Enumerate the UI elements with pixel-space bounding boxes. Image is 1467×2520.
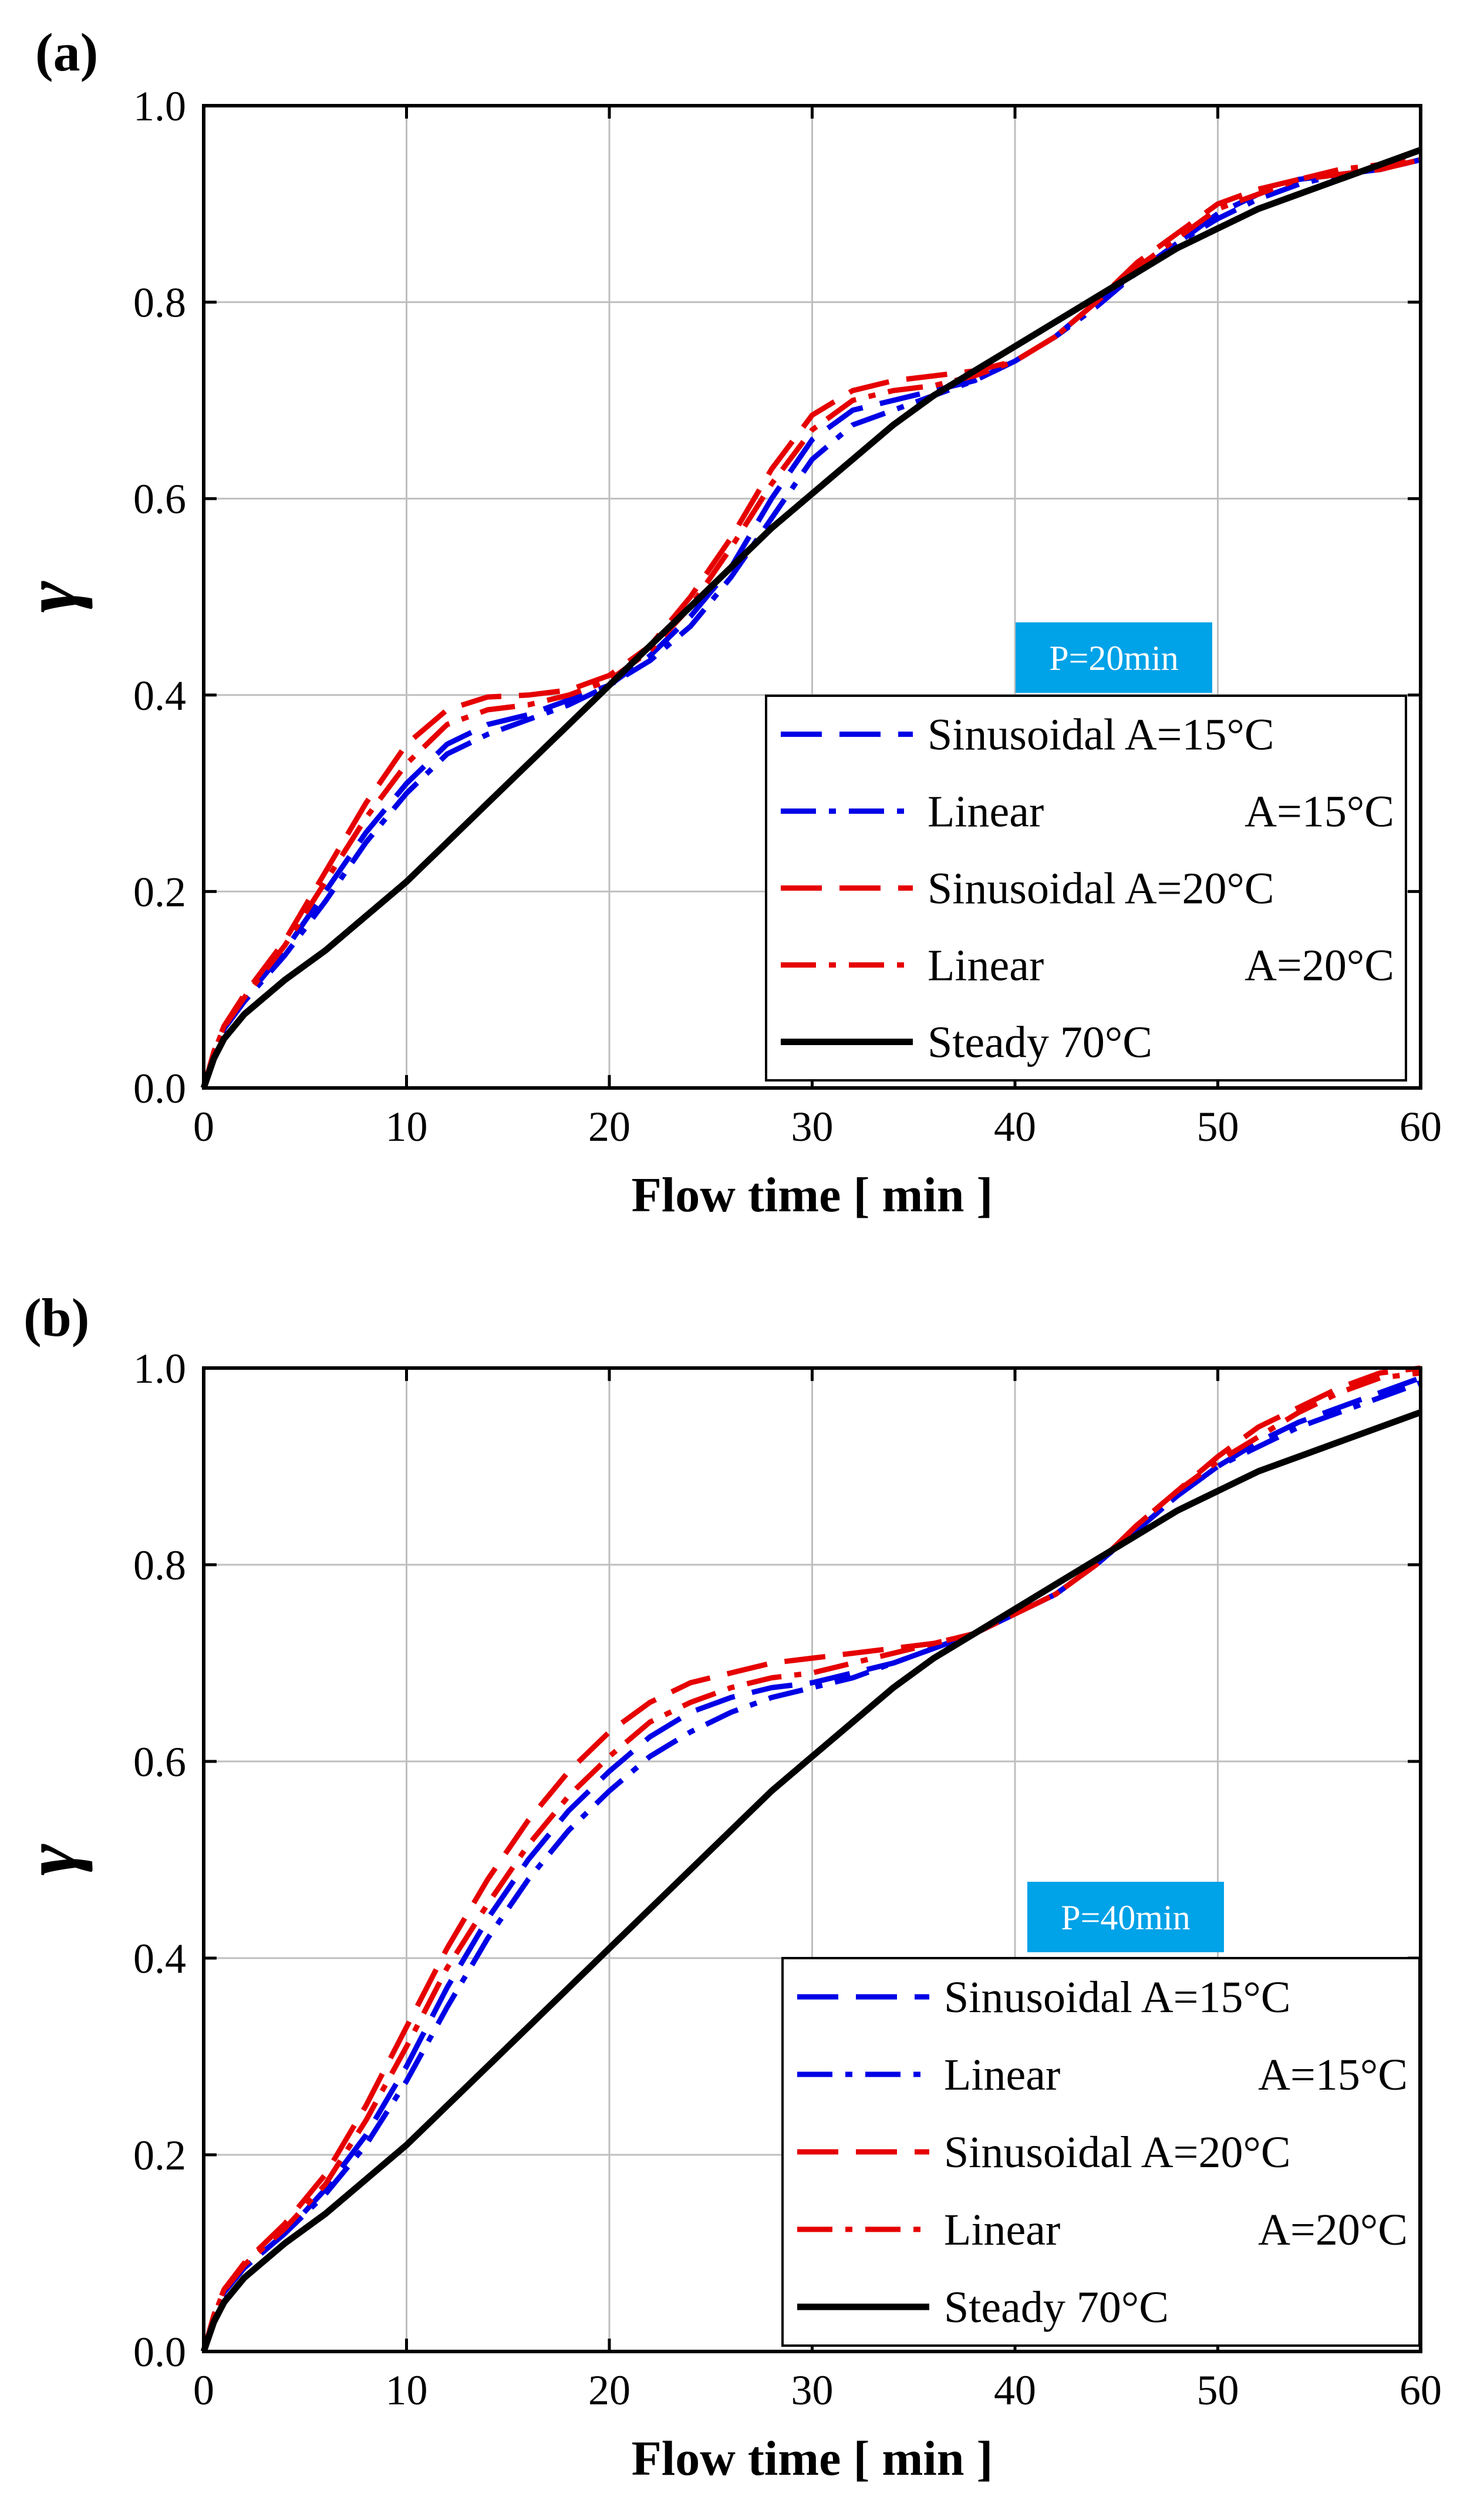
x-tick-label: 40 bbox=[994, 2367, 1036, 2414]
y-tick-label: 0.8 bbox=[133, 279, 186, 326]
period-badge-text: P=40min bbox=[1061, 1898, 1191, 1937]
y-tick-label: 0.4 bbox=[133, 672, 186, 719]
legend: Sinusoidal A=15°C Linear A=15°C Sinusoidal … bbox=[781, 1957, 1421, 2347]
legend-suffix-1: A=15°C bbox=[1245, 787, 1394, 837]
x-tick-label: 20 bbox=[588, 1103, 630, 1150]
series-line-1 bbox=[201, 1380, 1422, 2353]
axis-ticks: 0 10 20 30 40 50 60 0.0 0.2 0.4 0.6 0.8 1.0 bbox=[133, 83, 1442, 1150]
legend: Sinusoidal A=15°C Linear A=15°C Sinusoidal … bbox=[765, 695, 1407, 1082]
legend-label-2: Sinusoidal A=20°C bbox=[928, 864, 1274, 914]
legend-label-4: Steady 70°C bbox=[928, 1018, 1152, 1067]
chart-panel-a: 0 10 20 30 40 50 60 0.0 0.2 0.4 0.6 0.8 1.0 Flow time… bbox=[9, 22, 1442, 1222]
legend-label-4: Steady 70°C bbox=[944, 2283, 1169, 2332]
y-axis-label: γ bbox=[9, 581, 93, 613]
y-tick-label: 0.0 bbox=[133, 1065, 186, 1112]
legend-label-3: Linear bbox=[928, 941, 1044, 991]
y-tick-label: 0.2 bbox=[133, 868, 186, 915]
legend-suffix-1: A=15°C bbox=[1258, 2050, 1408, 2100]
y-tick-label: 0.8 bbox=[133, 1542, 186, 1589]
x-axis-label: Flow time [ min ] bbox=[632, 2431, 993, 2486]
series-lines bbox=[200, 1365, 1422, 2353]
x-axis-label: Flow time [ min ] bbox=[632, 1168, 993, 1222]
legend-label-0: Sinusoidal A=15°C bbox=[944, 1973, 1291, 2022]
x-tick-label: 0 bbox=[193, 1103, 214, 1150]
legend-suffix-3: A=20°C bbox=[1258, 2205, 1408, 2255]
x-tick-label: 50 bbox=[1197, 2367, 1239, 2414]
period-badge bbox=[1027, 1882, 1224, 1952]
legend-label-1: Linear bbox=[944, 2050, 1060, 2100]
x-tick-label: 50 bbox=[1197, 1103, 1239, 1150]
x-tick-label: 0 bbox=[193, 2367, 214, 2414]
y-tick-label: 1.0 bbox=[133, 1345, 186, 1392]
axis-ticks: 0 10 20 30 40 50 60 0.0 0.2 0.4 0.6 0.8 1.0 bbox=[133, 1345, 1442, 2414]
panel-label: (a) bbox=[35, 22, 98, 82]
series-line-0 bbox=[201, 1375, 1422, 2353]
x-tick-label: 20 bbox=[588, 2367, 630, 2414]
x-tick-label: 10 bbox=[386, 2367, 428, 2414]
legend-label-2: Sinusoidal A=20°C bbox=[944, 2128, 1291, 2177]
series-line-3 bbox=[201, 157, 1421, 1089]
x-tick-label: 30 bbox=[791, 2367, 834, 2414]
legend-label-1: Linear bbox=[928, 787, 1044, 837]
period-badge-text: P=20min bbox=[1049, 639, 1179, 678]
y-tick-label: 1.0 bbox=[133, 83, 186, 130]
y-tick-label: 0.4 bbox=[133, 1935, 186, 1982]
y-tick-label: 0.2 bbox=[133, 2132, 186, 2179]
panel-label: (b) bbox=[23, 1288, 89, 1347]
x-tick-label: 40 bbox=[994, 1103, 1036, 1150]
legend-label-3: Linear bbox=[944, 2205, 1060, 2255]
series-line-2 bbox=[201, 157, 1422, 1089]
series-line-4 bbox=[200, 147, 1422, 1089]
y-tick-label: 0.6 bbox=[133, 1739, 186, 1785]
chart-panel-b: 0 10 20 30 40 50 60 0.0 0.2 0.4 0.6 0.8 1.0 Flow time… bbox=[9, 1288, 1442, 2486]
legend-label-0: Sinusoidal A=15°C bbox=[928, 710, 1274, 760]
x-tick-label: 30 bbox=[791, 1103, 834, 1150]
period-badge bbox=[1016, 622, 1212, 693]
y-tick-label: 0.6 bbox=[133, 476, 186, 523]
series-lines bbox=[200, 147, 1422, 1089]
series-line-2 bbox=[201, 1365, 1421, 2353]
y-axis-label: γ bbox=[9, 1844, 93, 1876]
x-tick-label: 60 bbox=[1399, 1103, 1442, 1150]
legend-suffix-3: A=20°C bbox=[1245, 941, 1394, 991]
y-tick-label: 0.0 bbox=[133, 2329, 186, 2376]
series-line-3 bbox=[201, 1370, 1421, 2353]
series-line-0 bbox=[201, 157, 1422, 1089]
series-line-1 bbox=[201, 157, 1422, 1089]
series-line-4 bbox=[200, 1409, 1422, 2353]
x-tick-label: 10 bbox=[386, 1103, 428, 1150]
x-tick-label: 60 bbox=[1399, 2367, 1442, 2414]
